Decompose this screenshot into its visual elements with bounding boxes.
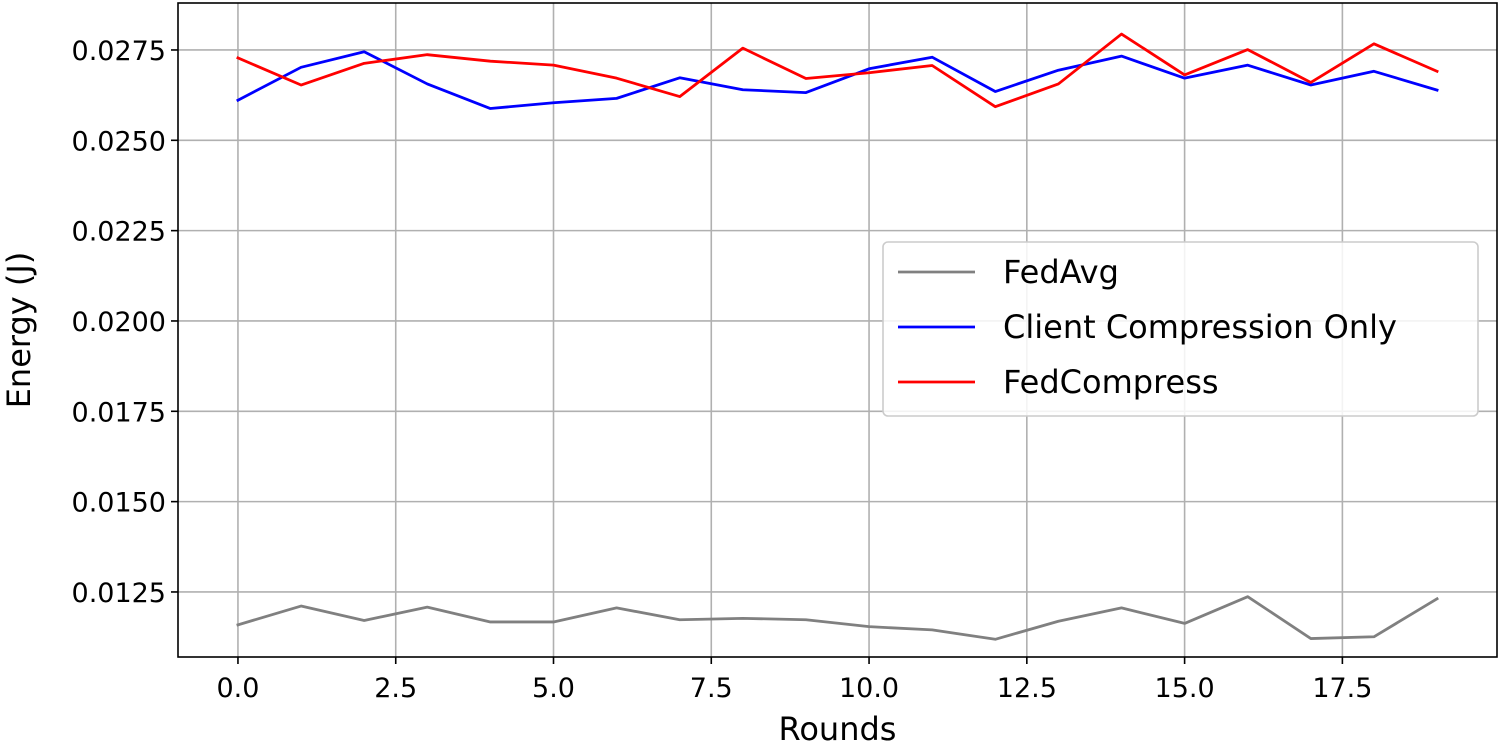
x-tick-label: 12.5	[997, 673, 1057, 704]
x-axis-label: Rounds	[779, 710, 897, 748]
x-tick-label: 17.5	[1312, 673, 1372, 704]
y-axis-label: Energy (J)	[0, 252, 38, 409]
legend-label-client-compression-only: Client Compression Only	[1003, 308, 1397, 346]
x-tick-label: 5.0	[532, 673, 575, 704]
legend: FedAvg Client Compression Only FedCompress	[882, 241, 1479, 417]
y-tick-label: 0.0175	[72, 397, 166, 428]
x-tick-label: 15.0	[1155, 673, 1215, 704]
series-lines	[236, 32, 1439, 641]
y-tick-label: 0.0250	[72, 126, 166, 157]
x-tick-label: 10.0	[839, 673, 899, 704]
legend-label-fedavg: FedAvg	[1003, 253, 1119, 291]
legend-frame	[882, 241, 1479, 417]
legend-label-fedcompress: FedCompress	[1003, 363, 1219, 401]
x-tick-label: 7.5	[690, 673, 733, 704]
series-line-fedavg	[236, 595, 1439, 641]
plot-frame	[177, 2, 1498, 658]
x-tick-label: 2.5	[374, 673, 417, 704]
y-tick-label: 0.0275	[72, 36, 166, 67]
y-tick-label: 0.0225	[72, 217, 166, 248]
x-tick-label: 0.0	[216, 673, 259, 704]
y-tick-label: 0.0150	[72, 488, 166, 519]
series-line-client-compression-only	[236, 50, 1439, 110]
series-line-fedcompress	[236, 32, 1439, 109]
axis-ticks: 0.0 2.5 5.0 7.5 10.0 12.5 15.0 17.5 0.0125 0.0150…	[72, 36, 1373, 704]
y-tick-label: 0.0200	[72, 307, 166, 338]
y-tick-label: 0.0125	[72, 578, 166, 609]
